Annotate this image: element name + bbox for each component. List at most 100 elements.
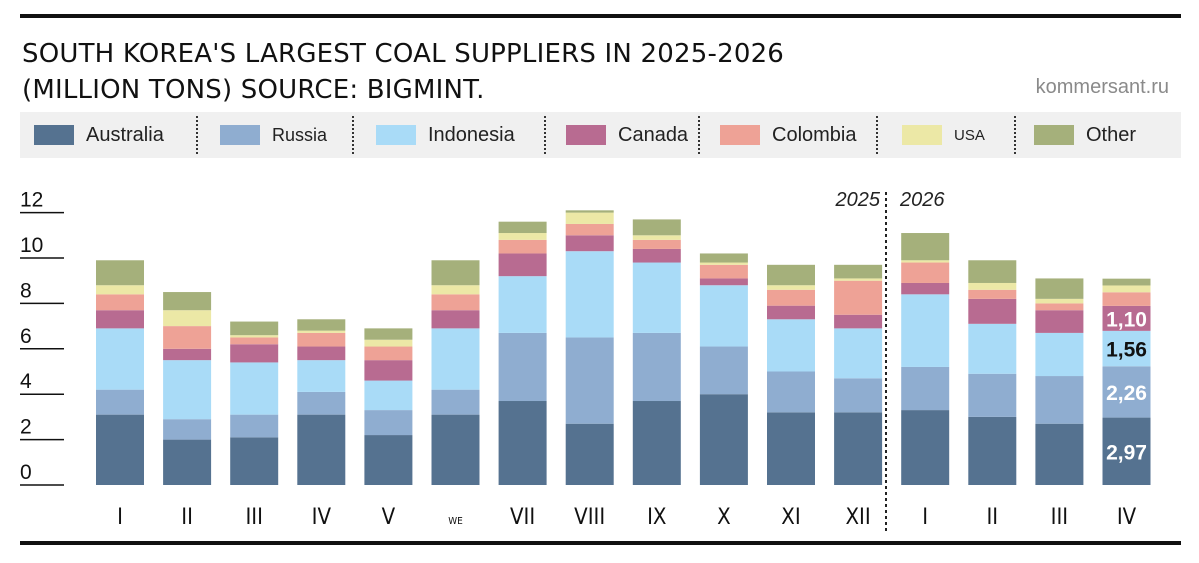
legend-item-usa: USA: [902, 112, 985, 158]
data-label: 2,26: [1106, 382, 1147, 405]
bar-segment-russia: [498, 332, 547, 402]
bar-segment-usa: [632, 235, 681, 240]
bar-segment-russia: [364, 410, 413, 436]
bar-segment-canada: [1102, 305, 1151, 331]
bar-segment-usa: [96, 285, 144, 295]
legend-label-usa: USA: [954, 126, 985, 144]
y-tick-label: 8: [20, 279, 32, 302]
bars: 2,97 2,26 1,56 1,10: [96, 210, 1151, 485]
bar-segment-colombia: [632, 239, 681, 249]
bar-segment-canada: [163, 348, 212, 361]
bar-segment-indonesia: [1102, 330, 1151, 367]
bar-segment-colombia: [565, 223, 614, 236]
bar-segment-canada: [1035, 310, 1084, 333]
bar-segment-canada: [364, 360, 413, 381]
bar-segment-canada: [565, 235, 614, 252]
x-axis: I II III IV V WE VII VIII IX X XI XII I II III IV: [117, 505, 1137, 530]
bar-segment-russia: [632, 332, 681, 402]
bar-segment-canada: [767, 305, 815, 320]
bar-segment-russia: [96, 389, 144, 415]
bar-segment-russia: [699, 346, 748, 395]
bar-segment-colombia: [699, 264, 748, 279]
bar-segment-indonesia: [1035, 332, 1084, 377]
x-tick-label: VII: [510, 505, 535, 530]
y-tick-label: 6: [20, 325, 32, 348]
bar-segment-usa: [1102, 285, 1151, 293]
x-tick-label: IV: [1117, 505, 1137, 530]
bar-segment-australia: [834, 412, 883, 485]
bar-segment-indonesia: [297, 360, 346, 392]
bar-segment-colombia: [96, 294, 144, 311]
bar-segment-australia: [968, 416, 1017, 485]
x-tick-label: VIII: [574, 505, 605, 530]
bar-segment-australia: [431, 414, 480, 485]
legend-swatch-other: [1034, 125, 1074, 145]
bar-segment-russia: [1035, 376, 1084, 424]
bar-segment-indonesia: [163, 360, 212, 420]
y-tick-label: 12: [20, 189, 43, 212]
bar-segment-canada: [297, 346, 346, 361]
bar-segment-usa: [498, 233, 547, 240]
bar-segment-colombia: [901, 262, 950, 283]
source-credit: kommersant.ru: [1035, 76, 1169, 98]
legend-item-indonesia: Indonesia: [376, 112, 515, 158]
data-label: 2,97: [1106, 441, 1147, 464]
x-tick-label: XI: [781, 505, 800, 530]
x-tick-label: III: [1051, 505, 1069, 530]
legend-item-russia: Russia: [220, 112, 327, 158]
legend-separator: [1014, 116, 1016, 154]
legend-label-other: Other: [1086, 123, 1137, 146]
bar-segment-australia: [297, 414, 346, 485]
bar-segment-russia: [767, 371, 815, 413]
legend-label-colombia: Colombia: [772, 123, 857, 146]
title-line-2: (MILLION TONS) SOURCE: BIGMINT.: [22, 75, 485, 105]
bar-segment-canada: [230, 344, 279, 363]
bar-segment-australia: [96, 414, 144, 485]
y-axis: 0 2 4 6 8 10 12: [20, 189, 64, 486]
y-tick-label: 10: [20, 234, 43, 257]
legend-swatch-canada: [566, 125, 606, 145]
bar-segment-usa: [297, 330, 346, 333]
bar-segment-colombia: [163, 326, 212, 349]
legend-separator: [352, 116, 354, 154]
bar-segment-colombia: [968, 289, 1017, 299]
bar-segment-canada: [901, 282, 950, 295]
bar-segment-other: [96, 260, 144, 286]
top-rule: [20, 14, 1181, 18]
bar-segment-colombia: [498, 239, 547, 254]
bar-segment-indonesia: [498, 276, 547, 333]
legend-swatch-usa: [902, 125, 942, 145]
bar-segment-other: [632, 219, 681, 236]
bar-segment-russia: [565, 337, 614, 424]
bar-segment-australia: [699, 394, 748, 485]
x-tick-label: X: [717, 505, 731, 530]
bar-segment-other: [767, 264, 815, 286]
x-tick-label: IV: [312, 505, 332, 530]
bar-segment-other: [1102, 278, 1151, 286]
bar-segment-other: [364, 328, 413, 340]
bar-segment-usa: [699, 262, 748, 265]
bar-segment-canada: [96, 310, 144, 329]
x-tick-label: XII: [845, 505, 870, 530]
y-tick-label: 0: [20, 461, 32, 484]
year-label-2025: 2025: [835, 189, 881, 211]
legend-separator: [876, 116, 878, 154]
bar-segment-australia: [1035, 423, 1084, 485]
x-tick-label: II: [986, 505, 998, 530]
legend-swatch-indonesia: [376, 125, 416, 145]
data-label: 1,10: [1106, 308, 1147, 331]
bar-segment-russia: [968, 373, 1017, 417]
bar-segment-colombia: [1035, 303, 1084, 311]
bar-segment-other: [699, 253, 748, 263]
legend-item-australia: Australia: [34, 112, 164, 158]
bar-segment-other: [968, 260, 1017, 283]
legend: Australia Russia Indonesia Canada Colomb…: [20, 112, 1181, 158]
bar-segment-russia: [297, 391, 346, 415]
bar-segment-other: [297, 319, 346, 331]
data-label: 1,56: [1106, 339, 1147, 362]
bar-segment-indonesia: [968, 323, 1017, 374]
bar-segment-usa: [364, 339, 413, 347]
bar-segment-colombia: [834, 280, 883, 315]
bar-segment-russia: [901, 366, 950, 411]
